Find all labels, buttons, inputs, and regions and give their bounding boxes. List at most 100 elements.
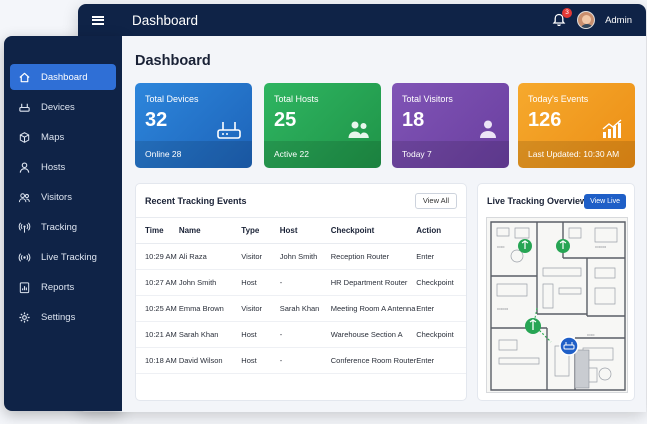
table-row[interactable]: 10:21 AM Sarah Khan Host - Warehouse Sec… — [136, 321, 466, 348]
table-header-row: Time Name Type Host Checkpoint Action — [136, 217, 466, 244]
cell-action: Checkpoint — [416, 269, 466, 296]
card-footer: Active 22 — [264, 141, 381, 168]
cell-type: Visitor — [241, 295, 280, 322]
sidebar-item-devices[interactable]: Devices — [10, 94, 116, 120]
card-label: Total Devices — [145, 94, 199, 104]
view-live-button[interactable]: View Live — [584, 194, 626, 209]
panel-title: Live Tracking Overview — [487, 196, 588, 206]
sidebar-item-label: Maps — [41, 131, 65, 143]
events-table: Time Name Type Host Checkpoint Action 10… — [136, 217, 466, 374]
todays-events-card[interactable]: Today's Events 126 Last Updated: 10:30 A… — [518, 83, 635, 168]
cell-time: 10:21 AM — [136, 321, 179, 348]
cell-name: Emma Brown — [178, 295, 242, 322]
column-header[interactable]: Checkpoint — [330, 217, 417, 244]
cell-checkpoint: Meeting Room A Antenna — [330, 295, 417, 322]
header-actions: 3 Admin — [551, 4, 632, 36]
sidebar-item-tracking[interactable]: Tracking — [10, 214, 116, 240]
total-hosts-card[interactable]: Total Hosts 25 Active 22 — [264, 83, 381, 168]
cell-action: Enter — [416, 243, 466, 270]
svg-text:▭▭▭: ▭▭▭ — [595, 244, 607, 249]
sidebar-item-label: Live Tracking — [41, 251, 97, 263]
total-visitors-card[interactable]: Total Visitors 18 Today 7 — [392, 83, 509, 168]
group-icon — [18, 192, 30, 202]
gear-icon — [19, 311, 30, 323]
cell-type: Host — [241, 321, 280, 348]
card-footer: Today 7 — [392, 141, 509, 168]
sidebar-item-label: Devices — [41, 101, 75, 113]
menu-toggle-button[interactable] — [78, 4, 118, 36]
sidebar-item-label: Reports — [41, 281, 75, 293]
cell-type: Visitor — [241, 243, 280, 270]
cell-checkpoint: Reception Router — [330, 243, 417, 270]
card-label: Total Hosts — [274, 94, 319, 104]
bell-icon — [552, 13, 566, 27]
sidebar-item-dashboard[interactable]: Dashboard — [10, 64, 116, 90]
cell-type: Host — [241, 269, 280, 296]
cell-checkpoint: Conference Room Router — [330, 347, 417, 374]
header-title: Dashboard — [132, 12, 199, 28]
sidebar-item-visitors[interactable]: Visitors — [10, 184, 116, 210]
sidebar-item-live-tracking[interactable]: Live Tracking — [10, 244, 116, 270]
hamburger-icon — [92, 15, 104, 25]
cell-name: Sarah Khan — [178, 321, 242, 348]
group-icon — [348, 121, 369, 138]
router-icon — [19, 103, 30, 112]
card-value: 18 — [402, 109, 425, 131]
cell-time: 10:27 AM — [136, 269, 179, 296]
sidebar-item-reports[interactable]: Reports — [10, 274, 116, 300]
page-title: Dashboard — [135, 53, 211, 69]
top-bar: Dashboard 3 Admin — [78, 4, 646, 36]
table-row[interactable]: 10:27 AM John Smith Host - HR Department… — [136, 269, 466, 296]
column-header[interactable]: Time — [136, 217, 179, 244]
panel-title: Recent Tracking Events — [145, 196, 247, 206]
sidebar-item-settings[interactable]: Settings — [10, 304, 116, 330]
cell-time: 10:29 AM — [136, 243, 179, 270]
svg-text:▭▭: ▭▭ — [497, 244, 505, 249]
router-marker[interactable] — [559, 336, 579, 356]
person-icon — [19, 161, 30, 173]
column-header[interactable]: Host — [279, 217, 331, 244]
column-header[interactable]: Type — [241, 217, 280, 244]
recent-events-panel: Recent Tracking Events View All Time Nam… — [135, 183, 467, 401]
sidebar-item-label: Settings — [41, 311, 76, 323]
cell-type: Host — [241, 347, 280, 374]
table-row[interactable]: 10:25 AM Emma Brown Visitor Sarah Khan M… — [136, 295, 466, 322]
cell-time: 10:25 AM — [136, 295, 179, 322]
svg-text:▭▭: ▭▭ — [587, 332, 595, 337]
person-icon — [480, 120, 496, 138]
cell-name: John Smith — [178, 269, 242, 296]
card-label: Total Visitors — [402, 94, 453, 104]
user-name[interactable]: Admin — [605, 14, 632, 26]
notifications-button[interactable]: 3 — [551, 8, 573, 28]
table-row[interactable]: 10:29 AM Ali Raza Visitor John Smith Rec… — [136, 243, 466, 270]
cell-action: Enter — [416, 295, 466, 322]
avatar[interactable] — [577, 11, 596, 29]
floor-plan-map[interactable]: ▭▭ ▭▭▭ ▭▭▭ ▭▭ — [486, 217, 628, 393]
column-header[interactable]: Action — [416, 217, 466, 244]
cell-host: Sarah Khan — [279, 295, 331, 322]
column-header[interactable]: Name — [178, 217, 242, 244]
cell-action: Checkpoint — [416, 321, 466, 348]
live-tracking-panel: Live Tracking Overview View Live ▭▭ ▭▭▭ ▭▭… — [477, 183, 635, 401]
view-all-button[interactable]: View All — [414, 193, 457, 209]
sidebar-item-label: Hosts — [41, 161, 66, 173]
svg-text:▭▭▭: ▭▭▭ — [497, 306, 509, 311]
card-footer: Online 28 — [135, 141, 252, 168]
home-icon — [19, 72, 30, 82]
cell-name: David Wilson — [178, 347, 242, 374]
card-footer: Last Updated: 10:30 AM — [518, 141, 635, 168]
broadcast-icon — [18, 252, 31, 262]
cell-host: - — [279, 347, 331, 374]
notification-badge: 3 — [562, 8, 573, 18]
sidebar-item-label: Tracking — [41, 221, 78, 233]
cell-host: - — [279, 321, 331, 348]
sidebar-item-label: Visitors — [41, 191, 72, 203]
sidebar: Dashboard Devices Maps Hosts Visitors Tr… — [4, 36, 122, 411]
card-label: Today's Events — [528, 94, 589, 104]
sidebar-item-hosts[interactable]: Hosts — [10, 154, 116, 180]
total-devices-card[interactable]: Total Devices 32 Online 28 — [135, 83, 252, 168]
cell-host: John Smith — [279, 243, 331, 270]
sidebar-item-maps[interactable]: Maps — [10, 124, 116, 150]
table-row[interactable]: 10:18 AM David Wilson Host - Conference … — [136, 347, 466, 374]
